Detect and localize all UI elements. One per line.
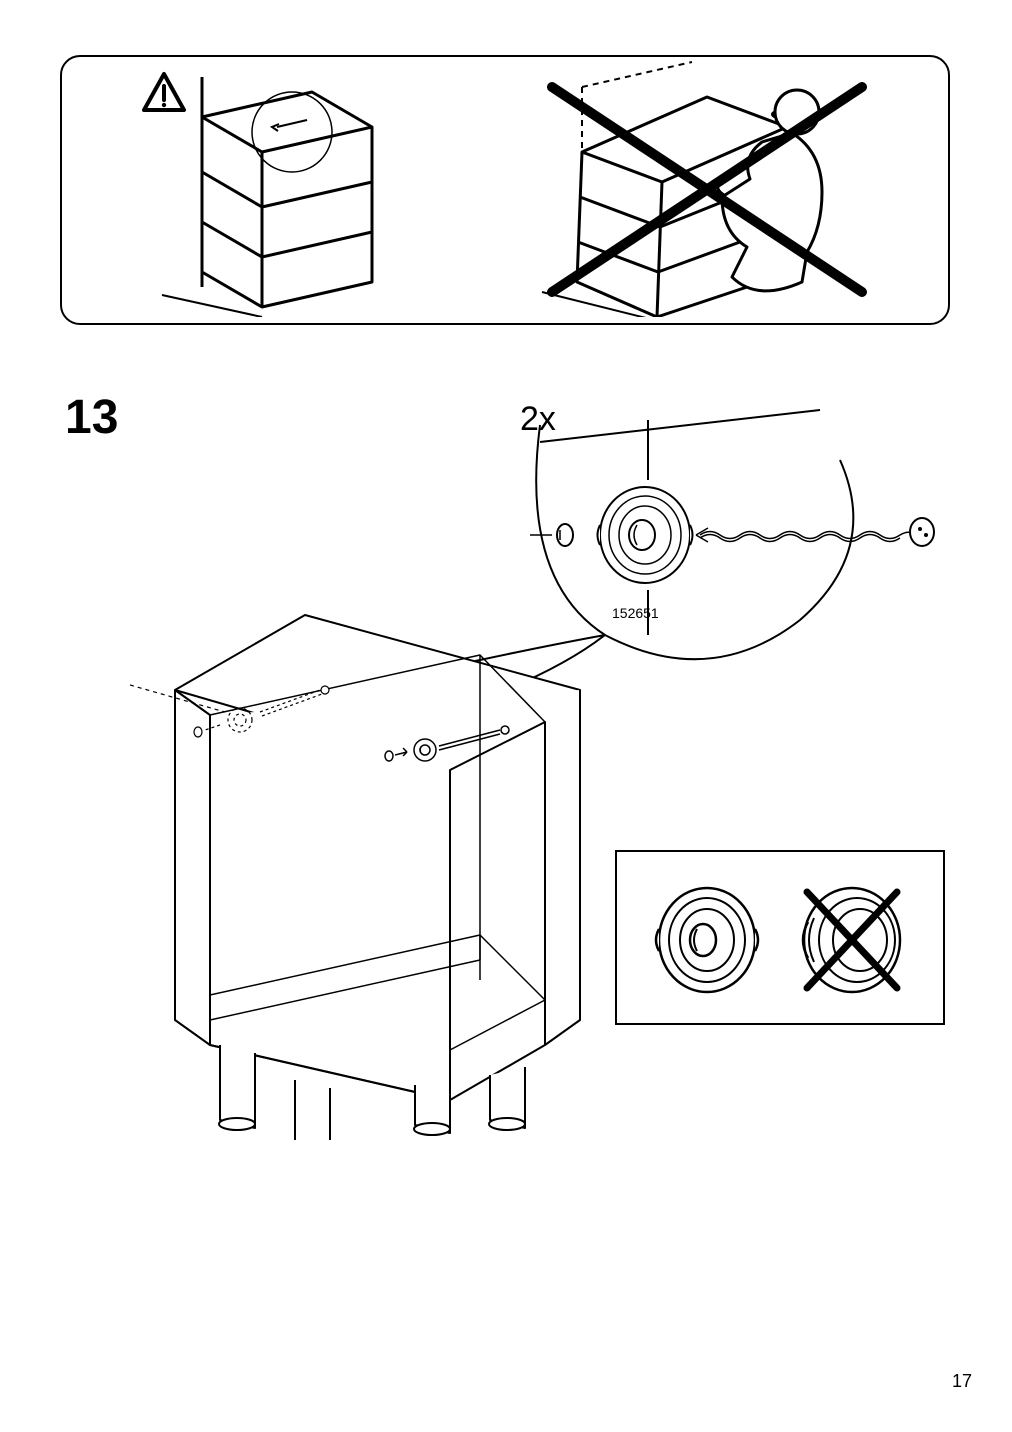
cabinet-body: [130, 615, 580, 1140]
page-number: 17: [952, 1371, 972, 1392]
part-number-label: 152651: [612, 605, 659, 621]
orientation-box: [615, 850, 945, 1025]
warning-correct-diagram: [62, 57, 462, 317]
warning-incorrect-diagram: [492, 57, 932, 317]
instruction-page: 13: [0, 0, 1012, 1432]
detail-callout: [420, 410, 934, 703]
warning-panel: [60, 55, 950, 325]
quantity-label: 2x: [520, 400, 556, 439]
orientation-diagrams: [617, 852, 947, 1027]
